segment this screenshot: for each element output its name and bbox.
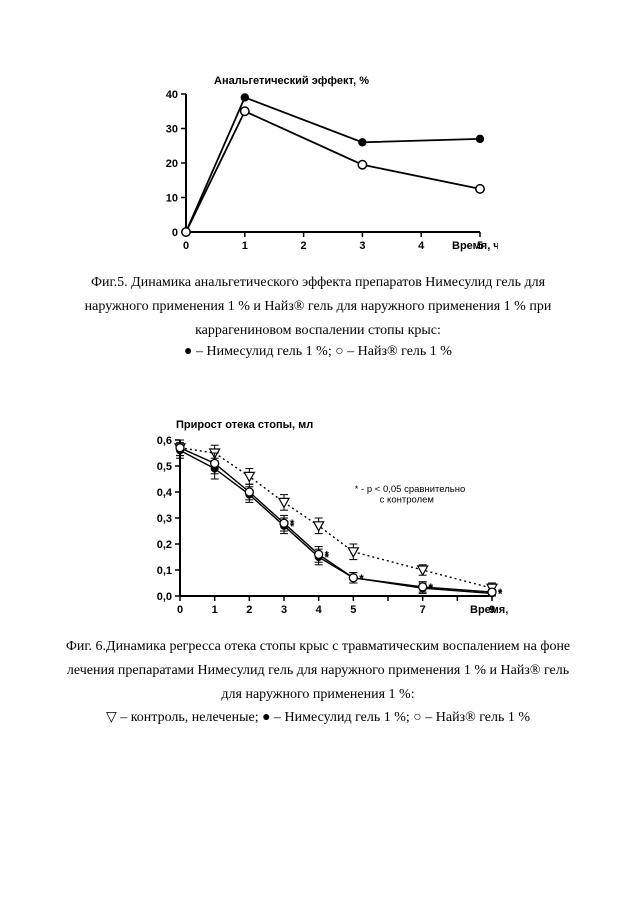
svg-text:40: 40 <box>166 89 178 101</box>
svg-text:10: 10 <box>166 193 178 205</box>
svg-text:7: 7 <box>420 604 426 616</box>
svg-text:Прирост отека стопы, мл: Прирост отека стопы, мл <box>176 419 313 431</box>
figure-5-caption: Фиг.5. Динамика анальгетического эффекта… <box>0 271 636 342</box>
spacer <box>0 360 636 414</box>
svg-text:0,6: 0,6 <box>157 435 172 447</box>
svg-text:*: * <box>325 550 330 562</box>
svg-text:*: * <box>359 573 364 585</box>
svg-text:20: 20 <box>166 158 178 170</box>
svg-text:* - p < 0,05 сравнительно: * - p < 0,05 сравнительно <box>355 484 466 495</box>
page: Анальгетический эффект, %010203040012345… <box>0 0 636 899</box>
figure-6-legend: ▽ – контроль, нелеченые; ● – Нимесулид г… <box>0 709 636 726</box>
svg-text:0: 0 <box>172 227 178 239</box>
svg-text:30: 30 <box>166 124 178 136</box>
svg-text:2: 2 <box>246 604 252 616</box>
svg-text:3: 3 <box>281 604 287 616</box>
svg-text:0: 0 <box>177 604 183 616</box>
figure-5-legend-text: ● – Нимесулид гель 1 %; ○ – Найз® гель 1… <box>184 344 452 359</box>
figure-6-caption: Фиг. 6.Динамика регресса отека стопы кры… <box>0 635 636 706</box>
figure-5-chart: Анальгетический эффект, %010203040012345… <box>138 70 498 265</box>
figure-6: Прирост отека стопы, мл 0,0 0,1 0,2 0,3 0,4 0,… <box>0 414 636 725</box>
svg-text:4: 4 <box>316 604 323 616</box>
svg-text:0,1: 0,1 <box>157 565 172 577</box>
chart-5-svg: Анальгетический эффект, %010203040012345… <box>138 70 498 260</box>
svg-text:3: 3 <box>359 240 365 252</box>
svg-text:1: 1 <box>242 240 248 252</box>
svg-text:*: * <box>498 587 503 599</box>
svg-text:*: * <box>429 582 434 594</box>
svg-text:2: 2 <box>301 240 307 252</box>
figure-5-caption-text: Фиг.5. Динамика анальгетического эффекта… <box>85 275 552 338</box>
figure-5: Анальгетический эффект, %010203040012345… <box>0 70 636 360</box>
svg-text:Время, сутки: Время, сутки <box>470 604 508 616</box>
figure-6-chart: Прирост отека стопы, мл 0,0 0,1 0,2 0,3 0,4 0,… <box>128 414 508 629</box>
svg-text:5: 5 <box>350 604 356 616</box>
chart-6-svg: Прирост отека стопы, мл 0,0 0,1 0,2 0,3 0,4 0,… <box>128 414 508 624</box>
svg-text:0,2: 0,2 <box>157 539 172 551</box>
svg-text:*: * <box>290 519 295 531</box>
svg-text:0: 0 <box>183 240 189 252</box>
svg-text:0,5: 0,5 <box>157 461 172 473</box>
figure-6-legend-text: ▽ – контроль, нелеченые; ● – Нимесулид г… <box>106 710 530 725</box>
svg-text:1: 1 <box>212 604 218 616</box>
svg-text:Анальгетический эффект, %: Анальгетический эффект, % <box>214 75 369 87</box>
svg-text:0,0: 0,0 <box>157 591 172 603</box>
svg-text:с контролем: с контролем <box>380 495 434 506</box>
figure-6-caption-text: Фиг. 6.Динамика регресса отека стопы кры… <box>66 639 570 702</box>
svg-text:0,4: 0,4 <box>157 487 173 499</box>
svg-text:0,3: 0,3 <box>157 513 172 525</box>
svg-text:Время, ч: Время, ч <box>452 240 498 252</box>
svg-text:4: 4 <box>418 240 425 252</box>
figure-5-legend: ● – Нимесулид гель 1 %; ○ – Найз® гель 1… <box>0 344 636 360</box>
